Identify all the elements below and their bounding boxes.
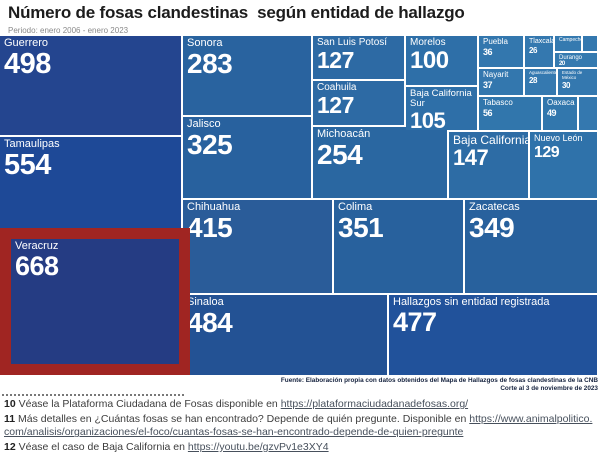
treemap-cell-oaxaca: Oaxaca 49 (543, 97, 577, 130)
treemap-cell-puebla: Puebla 36 (479, 36, 523, 67)
cell-label: Nuevo León (534, 133, 583, 143)
cell-label: Baja California Sur (410, 88, 472, 110)
source-line-2: Corte al 3 de noviembre de 2023 (500, 385, 598, 393)
cell-label: Morelos (410, 37, 446, 48)
footnote-number: 12 (4, 440, 16, 452)
cell-value: 127 (317, 46, 354, 73)
cell-value: 129 (534, 143, 560, 161)
cell-label: Zacatecas (469, 201, 520, 213)
treemap-cell-jalisco: Jalisco 325 (183, 117, 311, 198)
cell-label: San Luis Potosí (317, 37, 388, 48)
treemap-cell-veracruz: Veracruz 668 (11, 239, 179, 364)
cell-value: 554 (4, 148, 51, 181)
footnote-link-11[interactable]: https://www.animalpolitico.com/analisis/… (4, 412, 593, 439)
cell-label: Sinaloa (187, 296, 224, 308)
cell-value: 498 (4, 47, 51, 80)
cell-label: Guerrero (4, 37, 49, 49)
treemap-cell-morelos: Morelos 100 (406, 36, 477, 85)
cell-value: 105 (410, 107, 446, 130)
treemap-cell-baja-california: Baja California 147 (449, 132, 532, 198)
treemap-cell-colima: Colima 351 (334, 200, 463, 293)
cell-value: 415 (187, 211, 233, 243)
treemap-cell-michoacan: Michoacán 254 (313, 127, 447, 198)
cell-label: Chihuahua (187, 201, 241, 213)
footnote-link-12[interactable]: https://youtu.be/gzvPv1e3XY4 (187, 440, 329, 452)
cell-label: Colima (338, 201, 373, 213)
cell-value: 30 (562, 80, 570, 90)
cell-label: Campeche (559, 37, 581, 43)
cell-label: Estado de México (562, 70, 583, 80)
footnotes: 10 Véase la Plataforma Ciudadana de Fosa… (4, 398, 596, 452)
treemap-cell-cell-small-1 (583, 36, 597, 51)
treemap-cell-nayarit: Nayarit 37 (479, 69, 523, 95)
footnote-number: 11 (4, 412, 16, 425)
cell-value: 20 (559, 61, 565, 67)
cell-label: Aguascalientes (529, 70, 556, 75)
treemap-cell-sinaloa: Sinaloa 484 (183, 295, 387, 375)
cell-label: Tamaulipas (4, 138, 60, 150)
cell-value: 28 (529, 75, 537, 85)
cell-value: 37 (483, 79, 493, 90)
treemap-cell-nuevo-leon: Nuevo León 129 (530, 132, 597, 198)
cell-label: Sonora (187, 37, 223, 49)
treemap-cell-tabasco: Tabasco 56 (479, 97, 541, 130)
treemap-cell-san-luis-potosi: San Luis Potosí 127 (313, 36, 404, 79)
footnote-10: 10 Véase la Plataforma Ciudadana de Fosa… (4, 398, 469, 410)
cell-value: 254 (317, 138, 363, 170)
cell-label: Coahuila (317, 82, 357, 93)
cell-value: 100 (410, 46, 449, 74)
cell-label: Oaxaca (547, 98, 575, 107)
cell-value: 477 (393, 306, 437, 337)
cell-value: 349 (469, 211, 515, 243)
treemap-cell-chihuahua: Chihuahua 415 (183, 200, 332, 293)
cell-value: 668 (15, 250, 59, 281)
source-note: Fuente: Elaboración propia con datos obt… (281, 377, 598, 394)
cropped-text-underline (2, 394, 184, 396)
cell-value: 26 (529, 45, 537, 55)
cell-label: Hallazgos sin entidad registrada (393, 296, 550, 308)
treemap-cell-zacatecas: Zacatecas 349 (465, 200, 597, 293)
cell-value: 127 (317, 91, 354, 118)
cell-label: Baja California (453, 133, 532, 147)
cell-value: 36 (483, 46, 493, 57)
cell-value: 283 (187, 47, 233, 79)
treemap-cell-durango: Durango 20 (555, 53, 597, 67)
treemap-cell-estado-de-mexico: Estado de México 30 (558, 69, 597, 95)
cell-label: Veracruz (15, 240, 59, 252)
treemap-cell-cell-small-2 (579, 97, 597, 130)
cell-label: Puebla (483, 37, 508, 46)
footnote-number: 10 (4, 398, 16, 410)
cell-value: 56 (483, 107, 493, 118)
treemap-cell-sin-entidad: Hallazgos sin entidad registrada 477 (389, 295, 597, 375)
treemap-cell-aguascalientes: Aguascalientes28 (525, 69, 556, 95)
cell-value: 325 (187, 128, 233, 160)
chart-title: Número de fosas clandestinas según entid… (8, 3, 465, 22)
cell-label: Tabasco (483, 98, 513, 107)
treemap-cell-tlaxcala: Tlaxcala 26 (525, 36, 553, 67)
cell-value: 484 (187, 306, 233, 338)
cell-label: Jalisco (187, 118, 221, 130)
footnote-12: 12 Véase el caso de Baja California en h… (4, 440, 329, 452)
treemap-cell-coahuila: Coahuila 127 (313, 81, 404, 125)
treemap-cell-baja-california-sur: Baja California Sur 105 (406, 87, 477, 130)
chart-period-subtitle: Periodo: enero 2006 - enero 2023 (8, 26, 129, 35)
cell-value: 49 (547, 107, 557, 118)
cell-label: Michoacán (317, 128, 371, 140)
cell-value: 351 (338, 211, 384, 243)
treemap-cell-tamaulipas: Tamaulipas 554 (0, 137, 181, 228)
footnote-11: 11 Más detalles en ¿Cuántas fosas se han… (4, 412, 593, 439)
treemap-cell-guerrero: Guerrero 498 (0, 36, 181, 135)
cell-value: 147 (453, 144, 489, 170)
treemap-cell-sonora: Sonora 283 (183, 36, 311, 115)
cell-label: Nayarit (483, 70, 509, 79)
cell-label: Tlaxcala (529, 38, 553, 45)
cell-label: Durango (559, 55, 583, 61)
source-line-1: Fuente: Elaboración propia con datos obt… (280, 377, 598, 384)
treemap-cell-campeche: Campeche (555, 36, 581, 51)
footnote-link-10[interactable]: https://plataformaciudadanadefosas.org/ (280, 398, 469, 410)
